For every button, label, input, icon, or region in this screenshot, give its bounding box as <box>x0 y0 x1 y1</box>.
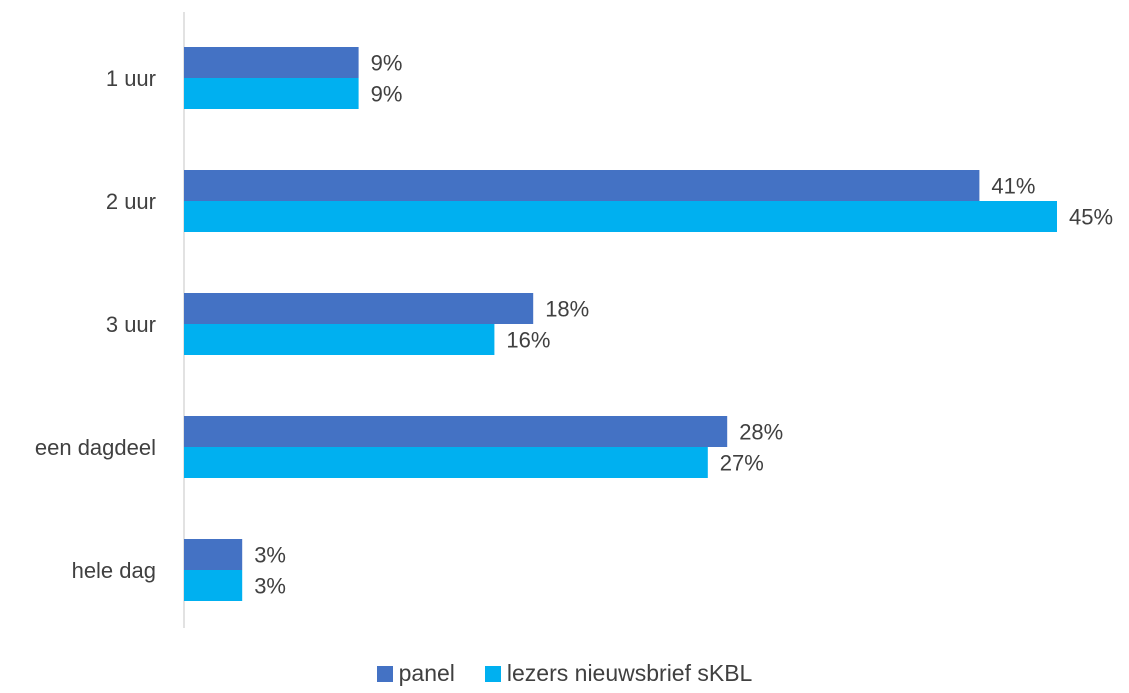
data-label: 18% <box>545 297 589 322</box>
category-label: 2 uur <box>106 189 156 214</box>
bar-lezers <box>184 447 708 478</box>
category-label: hele dag <box>72 558 156 583</box>
data-label: 3% <box>254 574 286 599</box>
legend-swatch-lezers <box>484 665 501 682</box>
data-label: 28% <box>739 420 783 445</box>
data-label: 41% <box>991 174 1035 199</box>
category-label: 3 uur <box>106 312 156 337</box>
bar-panel <box>184 539 243 570</box>
data-label: 9% <box>371 82 403 107</box>
bar-lezers <box>184 570 243 601</box>
legend-swatch-panel <box>376 665 393 682</box>
data-label: 16% <box>506 328 550 353</box>
bar-panel <box>184 170 980 201</box>
bar-panel <box>184 416 728 447</box>
legend-item-lezers: lezers nieuwsbrief sKBL <box>484 660 753 687</box>
bar-lezers <box>184 78 359 109</box>
bar-lezers <box>184 201 1057 232</box>
bar-panel <box>184 293 534 324</box>
legend-label-lezers: lezers nieuwsbrief sKBL <box>506 660 753 686</box>
bar-lezers <box>184 324 495 355</box>
category-label: een dagdeel <box>35 435 156 460</box>
data-label: 3% <box>254 543 286 568</box>
legend-item-panel: panel <box>376 660 455 687</box>
data-label: 27% <box>720 451 764 476</box>
legend: panel lezers nieuwsbrief sKBL <box>0 660 1129 687</box>
data-label: 9% <box>371 51 403 76</box>
data-label: 45% <box>1069 205 1113 230</box>
legend-label-panel: panel <box>398 660 455 686</box>
bar-panel <box>184 47 359 78</box>
category-label: 1 uur <box>106 66 156 91</box>
